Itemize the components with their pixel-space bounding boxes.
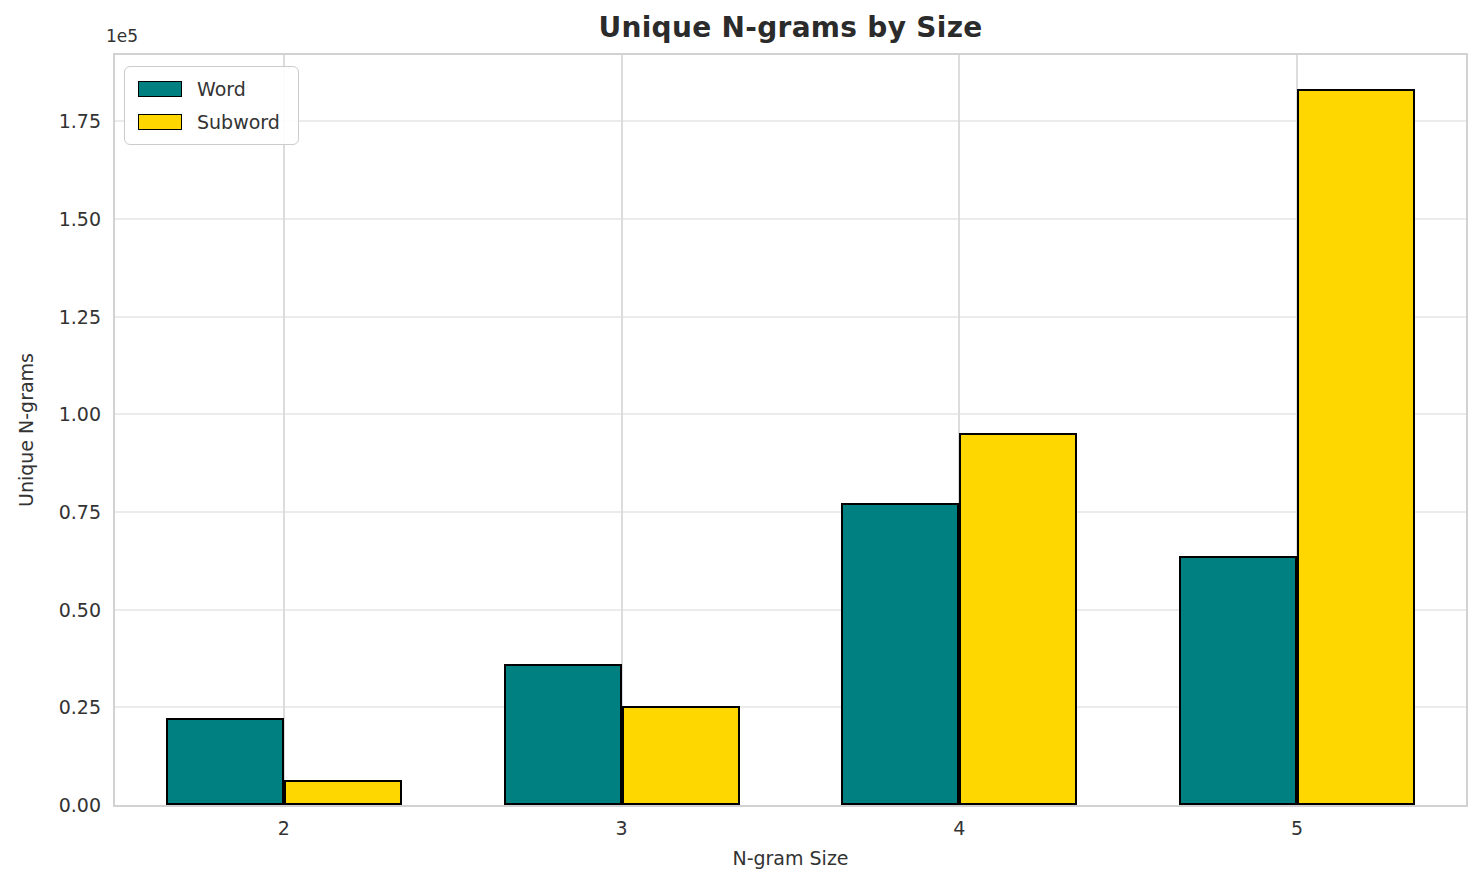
legend-item-subword: Subword — [138, 111, 280, 133]
bar-subword-4 — [959, 433, 1077, 805]
y-tick-label: 1.00 — [59, 403, 101, 425]
y-tick-label: 1.25 — [59, 306, 101, 328]
gridline-horizontal — [115, 413, 1466, 415]
bar-subword-5 — [1297, 89, 1415, 805]
y-tick-label: 0.50 — [59, 599, 101, 621]
legend-label-word: Word — [197, 78, 246, 100]
gridline-horizontal — [115, 120, 1466, 122]
x-tick-label: 2 — [278, 817, 290, 839]
gridline-horizontal — [115, 316, 1466, 318]
y-axis-label: Unique N-grams — [15, 353, 37, 507]
bar-word-3 — [504, 664, 622, 805]
y-tick-label: 0.00 — [59, 794, 101, 816]
figure: Unique N-grams by Size 1e5 Unique N-gram… — [0, 0, 1484, 885]
plot-area: Word Subword 0.000.250.500.751.001.251.5… — [113, 53, 1468, 807]
gridline-horizontal — [115, 511, 1466, 513]
gridline-horizontal — [115, 218, 1466, 220]
x-tick-label: 5 — [1291, 817, 1303, 839]
legend: Word Subword — [124, 66, 299, 145]
y-tick-label: 1.50 — [59, 208, 101, 230]
x-axis-label: N-gram Size — [113, 847, 1468, 869]
bar-word-2 — [166, 718, 284, 805]
y-axis-offset-label: 1e5 — [106, 26, 138, 46]
bar-word-4 — [841, 503, 959, 805]
legend-label-subword: Subword — [197, 111, 280, 133]
legend-swatch-word-icon — [138, 81, 182, 97]
y-tick-label: 1.75 — [59, 110, 101, 132]
gridline-vertical — [283, 55, 285, 805]
x-tick-label: 3 — [616, 817, 628, 839]
y-tick-label: 0.75 — [59, 501, 101, 523]
bar-subword-3 — [622, 706, 740, 805]
bar-subword-2 — [284, 780, 402, 805]
x-tick-label: 4 — [953, 817, 965, 839]
chart-title: Unique N-grams by Size — [113, 11, 1468, 44]
legend-swatch-subword-icon — [138, 114, 182, 130]
bar-word-5 — [1179, 556, 1297, 805]
legend-item-word: Word — [138, 78, 280, 100]
y-tick-label: 0.25 — [59, 696, 101, 718]
